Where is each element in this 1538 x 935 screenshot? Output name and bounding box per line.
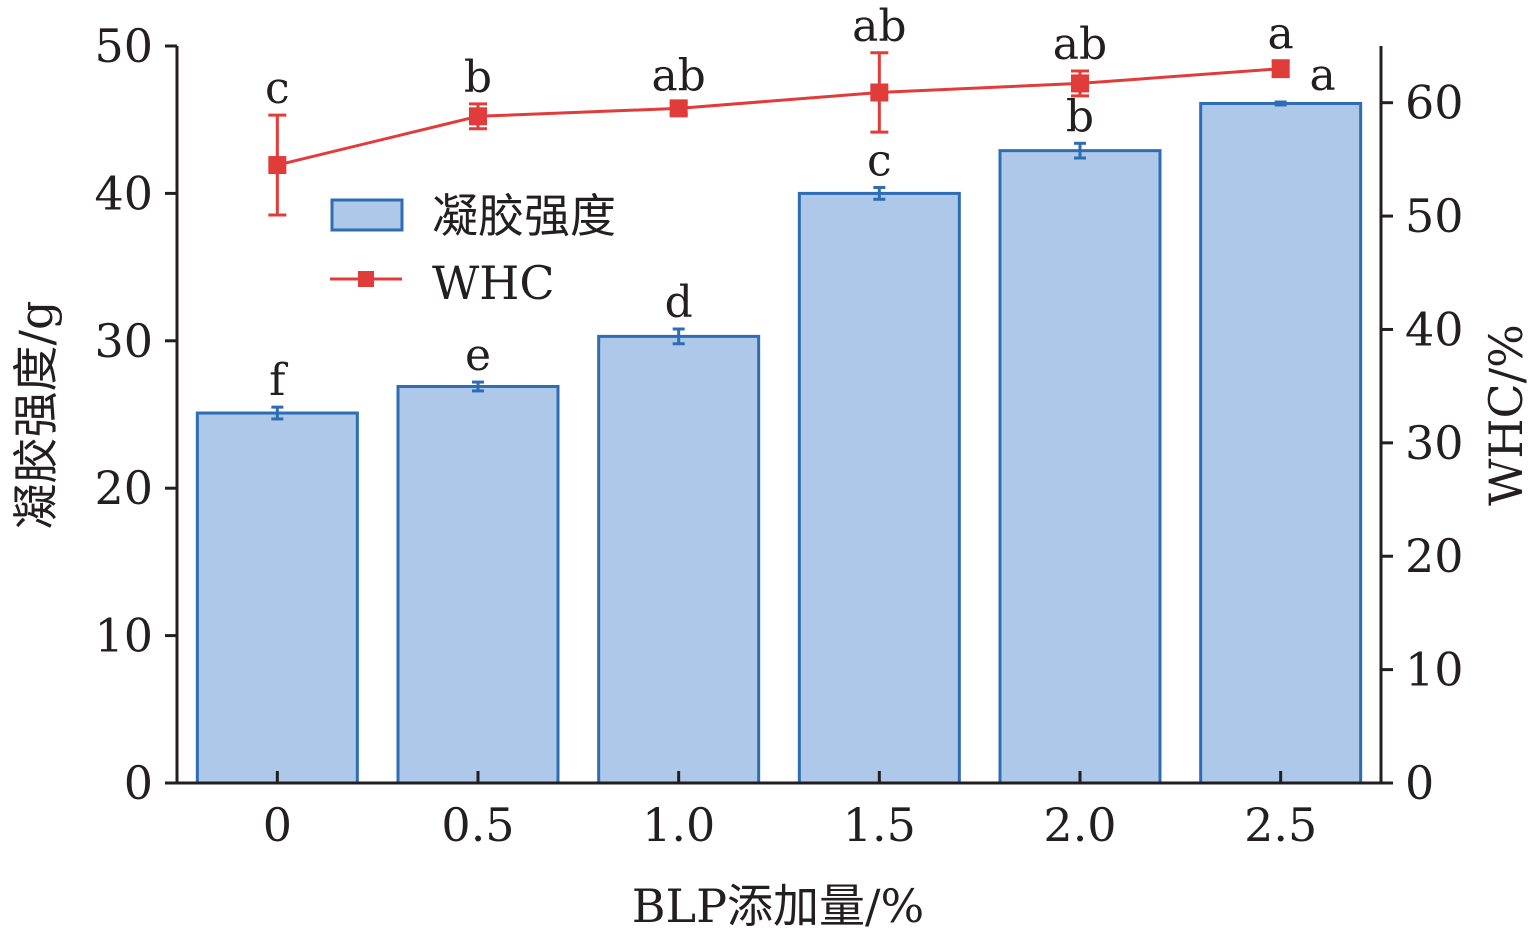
whc-point-1 [469, 107, 487, 126]
whc-sig-label-5: a [1268, 9, 1294, 60]
bars-layer [195, 100, 1363, 785]
whc-line-layer [268, 51, 1290, 217]
y-axis-title: 凝胶强度/g [9, 301, 63, 530]
bar-4 [998, 149, 1162, 785]
whc-sig-label-4: ab [1053, 19, 1107, 70]
bar-1 [396, 384, 560, 785]
bar-sig-label-3: c [867, 136, 892, 187]
bar-sig-label-1: e [465, 330, 491, 381]
bar-2 [597, 334, 761, 785]
x-tick-label-0: 0 [263, 798, 292, 852]
y2-tick-label-4: 40 [1405, 302, 1464, 356]
y2-tick-label-3: 30 [1405, 416, 1464, 470]
y2-tick-label-5: 50 [1405, 189, 1464, 243]
x-tick-label-1: 0.5 [441, 798, 514, 852]
legend-line-marker [358, 271, 374, 287]
y2-tick-label-6: 60 [1405, 76, 1464, 130]
y2-tick-label-2: 20 [1405, 529, 1464, 583]
y-tick-label-0: 0 [124, 756, 153, 810]
y-tick-label-2: 20 [94, 461, 153, 515]
labels-layer: f e d c b a c b ab ab ab a [265, 1, 1336, 406]
whc-sig-label-3: ab [852, 1, 906, 52]
axes-layer: 0 10 20 30 40 50 0 10 20 30 40 50 60 0 0.5 1.0 1.5 2.0 2.5 [94, 19, 1463, 852]
y-tick-label-3: 30 [94, 314, 153, 368]
whc-sig-label-2: ab [651, 51, 705, 102]
y-tick-label-5: 50 [94, 19, 153, 73]
y2-axis-title: WHC/% [1479, 324, 1533, 506]
whc-line [276, 67, 1281, 167]
y-tick-label-1: 10 [94, 609, 153, 663]
y2-tick-label-1: 10 [1405, 643, 1464, 697]
y-tick-label-4: 40 [94, 166, 153, 220]
legend: 凝胶强度 WHC [330, 189, 616, 310]
bar-sig-label-2: d [665, 277, 693, 328]
bar-sig-label-5: a [1310, 50, 1336, 101]
whc-sig-label-0: c [265, 63, 290, 114]
legend-line-label: WHC [432, 256, 555, 310]
whc-point-3 [870, 83, 889, 102]
whc-point-4 [1071, 74, 1089, 93]
bar-0 [195, 411, 359, 785]
x-axis-title: BLP添加量/% [632, 879, 925, 933]
whc-sig-label-1: b [464, 52, 492, 103]
x-tick-label-5: 2.5 [1244, 798, 1317, 852]
x-tick-label-3: 1.5 [843, 798, 916, 852]
legend-bar-label: 凝胶强度 [432, 189, 616, 243]
whc-point-2 [669, 99, 688, 118]
bar-sig-label-0: f [269, 355, 288, 406]
y2-tick-label-0: 0 [1405, 756, 1434, 810]
bar-3 [797, 191, 961, 785]
x-tick-label-4: 2.0 [1043, 798, 1116, 852]
whc-point-5 [1271, 59, 1290, 78]
legend-bar-swatch [330, 198, 404, 232]
bar-5 [1199, 101, 1363, 785]
bar-sig-label-4: b [1066, 91, 1094, 142]
whc-point-0 [268, 156, 287, 175]
x-tick-label-2: 1.0 [642, 798, 715, 852]
